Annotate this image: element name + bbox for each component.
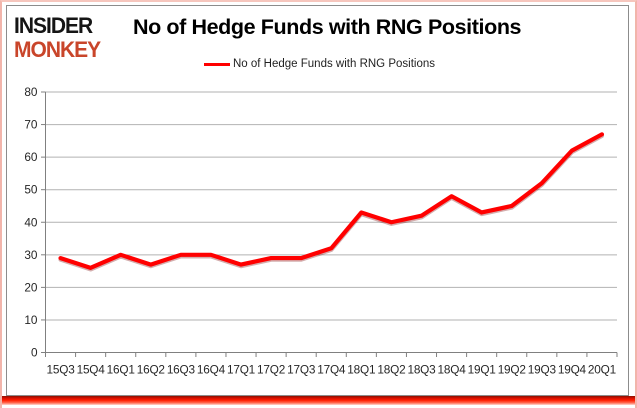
x-axis-label: 16Q2 [137,363,165,377]
x-axis-label: 16Q3 [167,363,196,377]
x-axis-label: 18Q3 [407,363,436,377]
y-axis-label: 30 [24,248,38,262]
x-axis-label: 18Q4 [438,363,467,377]
x-axis-label: 18Q1 [347,363,375,377]
chart-frame [6,5,629,396]
y-axis-label: 50 [24,183,38,197]
y-axis-label: 20 [24,280,38,294]
legend-line-swatch [204,62,230,66]
insider-monkey-logo: INSIDER MONKEY [14,13,101,63]
x-axis-label: 17Q3 [287,363,316,377]
x-axis-label: 15Q4 [77,363,106,377]
logo-insider-text: INSIDER [14,13,93,39]
legend: No of Hedge Funds with RNG Positions [204,58,435,70]
y-axis-label: 0 [31,346,38,360]
chart-title: No of Hedge Funds with RNG Positions [133,15,522,39]
x-axis-label: 19Q3 [528,363,557,377]
bottom-red-glow-bar [2,396,635,405]
x-axis-label: 16Q4 [197,363,226,377]
x-axis-label: 16Q1 [107,363,135,377]
y-axis-label: 70 [24,118,38,132]
data-line [58,132,605,270]
y-axis-label: 10 [24,313,38,327]
logo-monkey-text: MONKEY [14,38,101,63]
x-axis-label: 17Q2 [257,363,285,377]
x-axis-label: 17Q1 [227,363,255,377]
x-axis-label: 19Q1 [468,363,496,377]
y-axis-label: 60 [24,150,38,164]
y-axis-label: 40 [24,215,38,229]
x-axis-label: 19Q4 [558,363,587,377]
y-axis-label: 80 [24,85,38,99]
x-axis-label: 17Q4 [317,363,346,377]
x-axis-label: 20Q1 [588,363,616,377]
x-axis-label: 15Q3 [47,363,76,377]
x-axis-label: 19Q2 [498,363,526,377]
legend-label: No of Hedge Funds with RNG Positions [233,58,435,70]
x-axis-label: 18Q2 [377,363,405,377]
